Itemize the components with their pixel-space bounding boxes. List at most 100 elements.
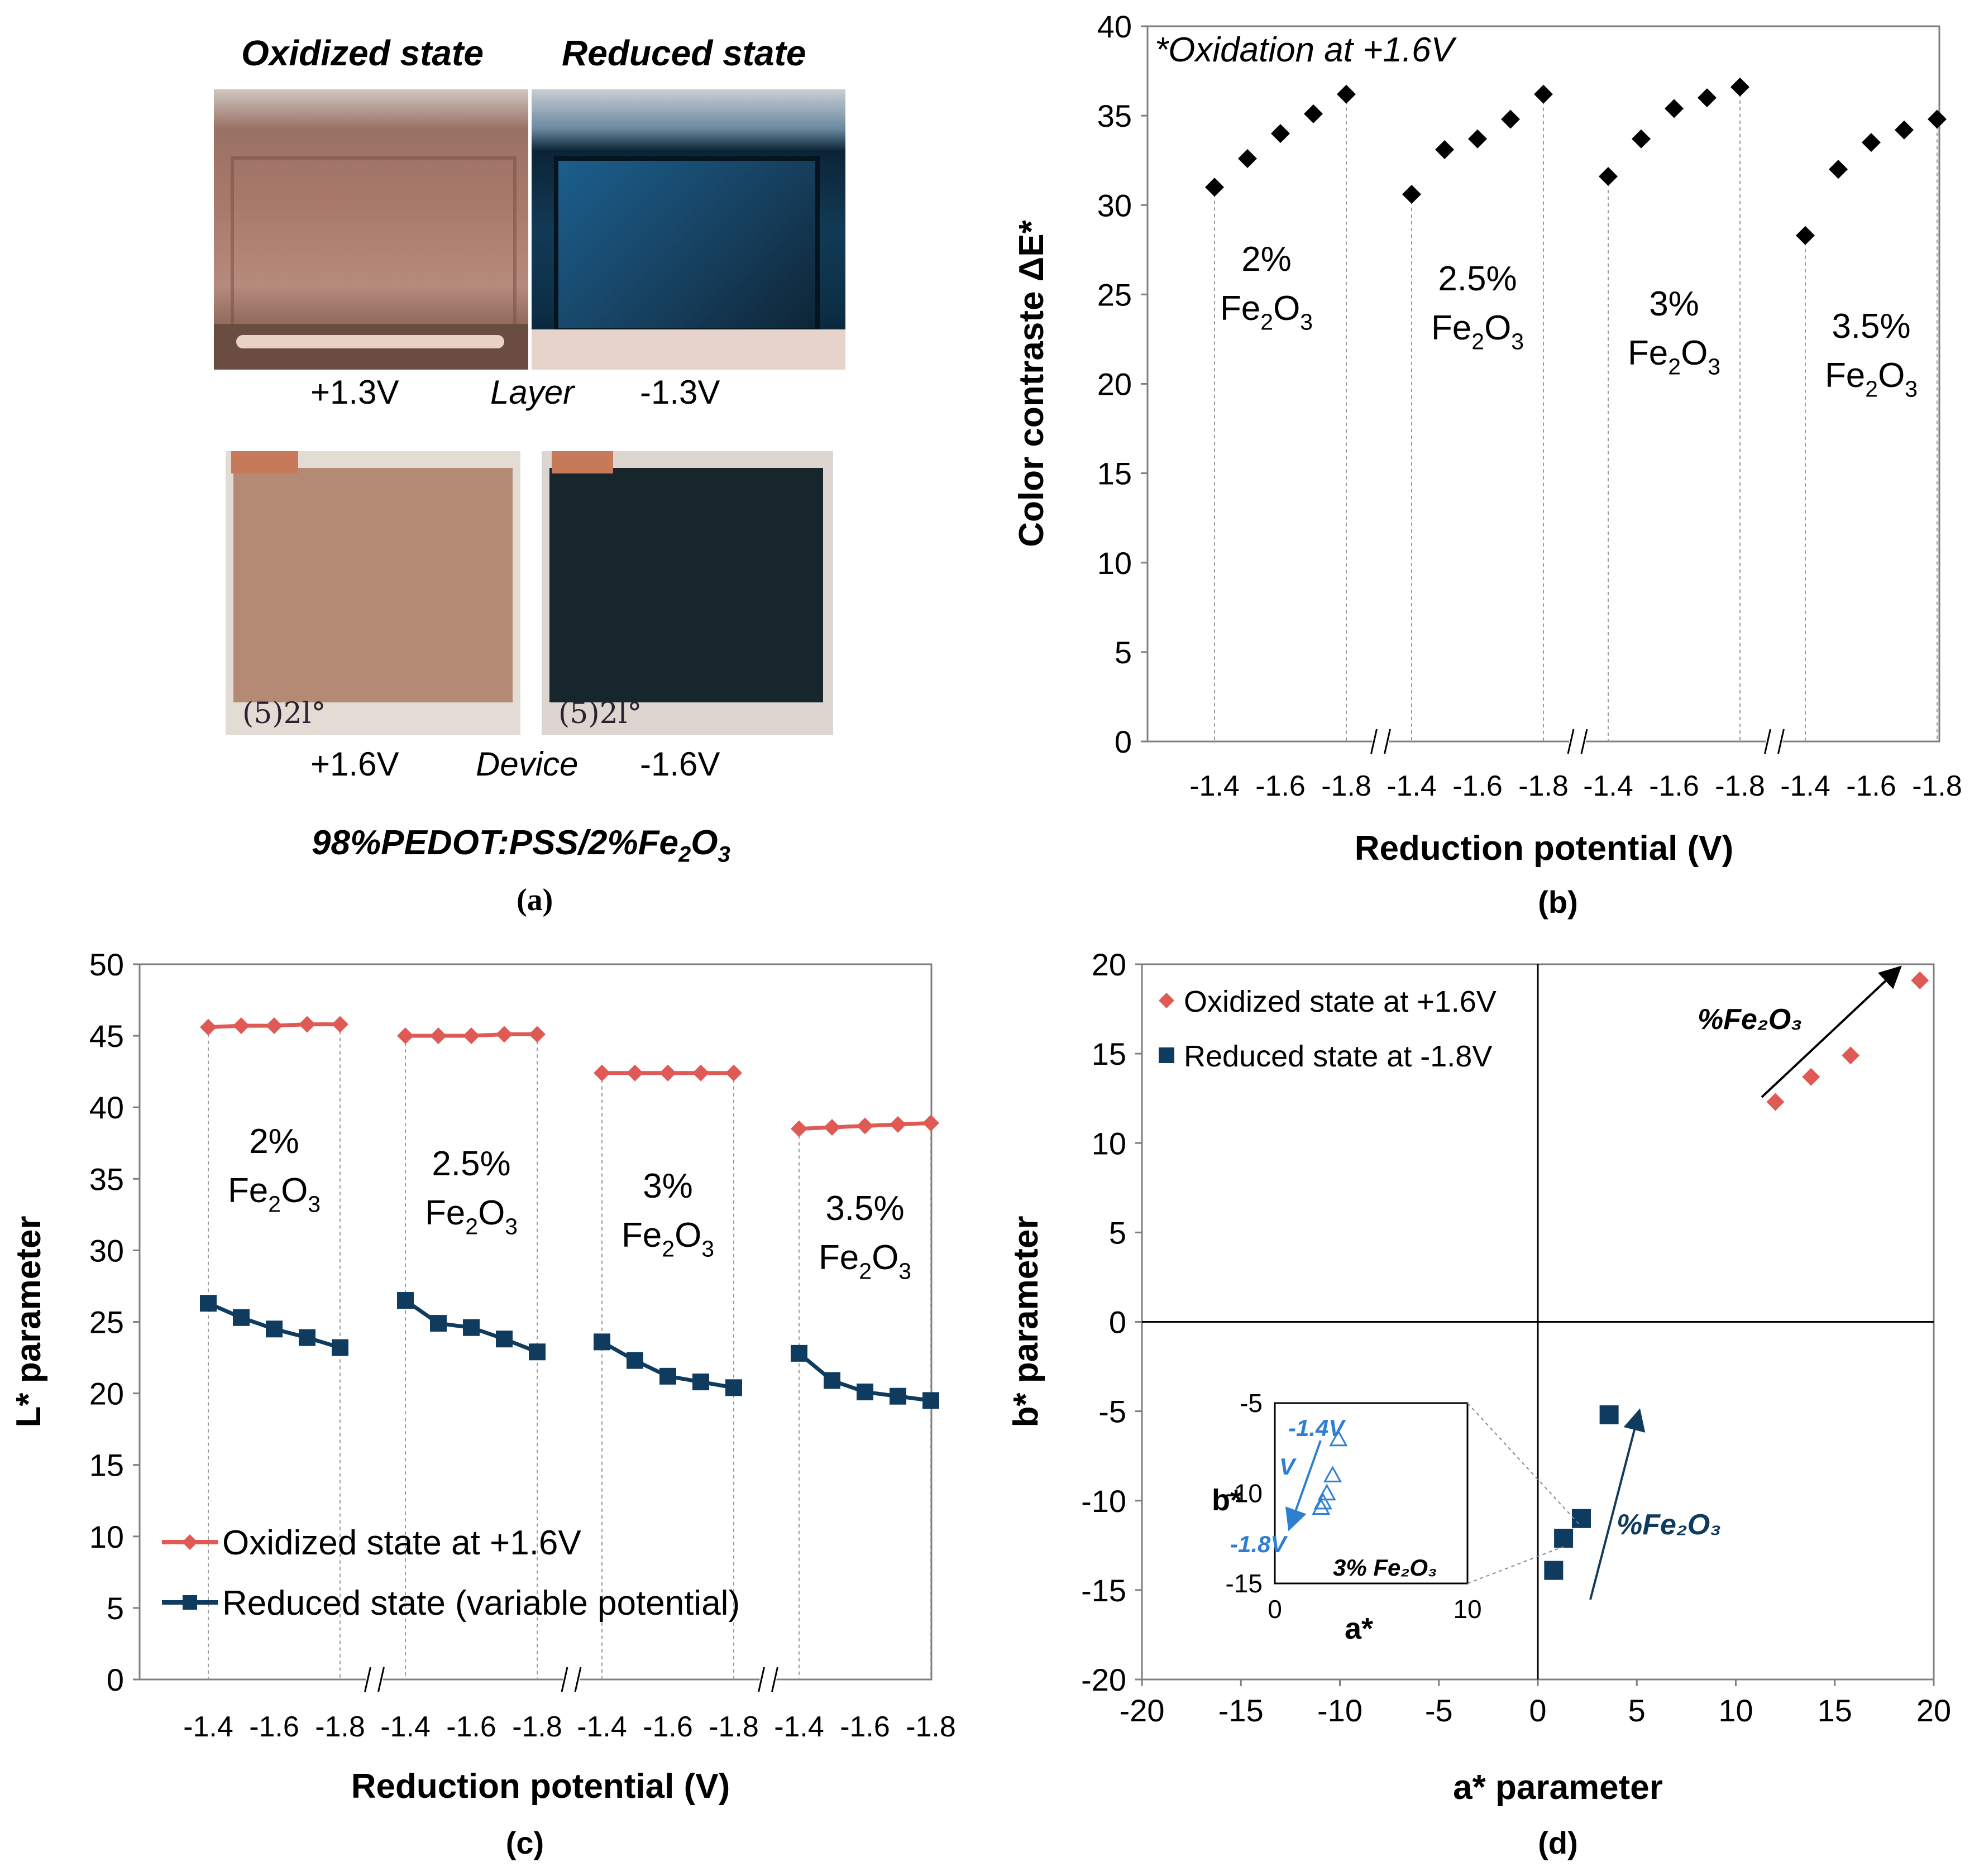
- c-y-tick-label: 15: [89, 1448, 124, 1483]
- inset-start-label: -1.4V: [1288, 1415, 1346, 1441]
- c-x-tick-label: -1.8: [906, 1711, 956, 1743]
- inset-label: 3% Fe₂O₃: [1333, 1554, 1437, 1581]
- panel-c-y-ticks: 0 5 10 15 20 25 30 35 40 45 50: [89, 947, 140, 1697]
- legend-oxidized-marker: [182, 1534, 198, 1550]
- c-x-tick-label: -1.6: [643, 1711, 693, 1743]
- panel-d-x-label: a* parameter: [1453, 1768, 1663, 1807]
- inset-data-point: [1312, 1498, 1331, 1515]
- b-composition-label: 2.5%: [1438, 260, 1517, 298]
- panel-c-groups: -1.4 -1.6 -1.8 2% Fe2O3 -1.4 -1.6 -1.8 2.5% Fe2O3…: [183, 1016, 956, 1743]
- b-data-point: [1862, 133, 1881, 152]
- legend-d-oxidized-label: Oxidized state at +1.6V: [1184, 985, 1497, 1018]
- inset-plot-area: [1274, 1402, 1469, 1585]
- b-x-tick-label: -1.6: [1452, 770, 1503, 802]
- device-oxidized-sample-label: (5)2l°: [242, 697, 326, 730]
- c-x-tick-label: -1.4: [774, 1711, 824, 1743]
- reduced-state-title: Reduced state: [562, 33, 806, 73]
- b-x-tick-label: -1.6: [1846, 770, 1896, 802]
- c-x-tick-label: -1.4: [380, 1711, 431, 1743]
- c-reduced-point: [463, 1319, 480, 1336]
- inset-mid-label: V: [1279, 1453, 1297, 1480]
- c-reduced-point: [430, 1315, 447, 1332]
- c-reduced-point: [922, 1392, 939, 1409]
- c-oxidized-point: [857, 1117, 873, 1135]
- b-data-point: [1205, 178, 1224, 197]
- c-reduced-point: [659, 1367, 676, 1385]
- c-oxidized-point: [824, 1119, 840, 1136]
- b-x-tick-label: -1.4: [1387, 770, 1437, 802]
- b-data-point: [1698, 88, 1717, 108]
- b-data-point: [1665, 99, 1684, 118]
- b-x-tick-label: -1.6: [1255, 770, 1306, 802]
- d-y-tick-label: 5: [1109, 1215, 1126, 1250]
- panel-b-caption: (b): [1538, 884, 1578, 920]
- composition-o: O: [691, 824, 718, 862]
- composition-sub-2: 2: [678, 842, 691, 867]
- device-oxidized-photo: (5)2l°: [226, 451, 520, 735]
- c-reduced-point: [791, 1344, 807, 1362]
- c-y-tick-label: 25: [89, 1305, 124, 1340]
- c-formula-label: Fe2O3: [228, 1171, 321, 1217]
- d-x-tick-label: 5: [1628, 1693, 1646, 1728]
- b-y-tick-label: 35: [1097, 98, 1132, 133]
- c-reduced-point: [299, 1329, 315, 1346]
- legend-reduced-label: Reduced state (variable potential): [222, 1584, 740, 1623]
- c-oxidized-point: [922, 1114, 939, 1132]
- d-x-tick-label: 15: [1818, 1693, 1852, 1728]
- inset-y-label: b*: [1212, 1483, 1242, 1517]
- b-data-point: [1271, 124, 1290, 143]
- c-reduced-point: [594, 1333, 610, 1351]
- b-data-point: [1501, 109, 1520, 129]
- inset-data-point: [1329, 1429, 1348, 1447]
- panel-c: L* parameter Reduction potential (V) (c)…: [9, 947, 956, 1860]
- legend-oxidized-label: Oxidized state at +1.6V: [222, 1524, 581, 1562]
- c-oxidized-point: [594, 1064, 610, 1081]
- c-reduced-point: [200, 1295, 217, 1312]
- d-oxidized-point: [1911, 971, 1929, 989]
- c-oxidized-point: [529, 1026, 546, 1043]
- d-oxidized-point: [1766, 1093, 1785, 1111]
- device-label: Device: [476, 745, 579, 783]
- c-reduced-point: [397, 1292, 414, 1309]
- b-formula-label: Fe2O3: [1431, 309, 1524, 354]
- c-oxidized-point: [200, 1018, 217, 1036]
- inset-y-tick-label: -10: [1226, 1479, 1263, 1508]
- layer-oxidized-voltage: +1.3V: [310, 374, 399, 411]
- b-data-point: [1402, 185, 1421, 204]
- b-axis-break-slash-2: [1384, 729, 1391, 754]
- c-oxidized-point: [332, 1016, 348, 1033]
- c-reduced-point: [332, 1339, 348, 1356]
- c-y-tick-label: 35: [89, 1161, 124, 1197]
- b-x-tick-label: -1.4: [1189, 770, 1240, 802]
- b-data-point: [1895, 120, 1914, 140]
- c-axis-break-slash-1: [364, 1667, 371, 1692]
- legend-d-reduced-label: Reduced state at -1.8V: [1184, 1040, 1492, 1073]
- b-y-tick-label: 5: [1115, 635, 1132, 670]
- oxidized-state-title: Oxidized state: [241, 33, 484, 73]
- c-y-tick-label: 10: [89, 1519, 124, 1554]
- panel-b: *Oxidation at +1.6V Color contraste ΔE* …: [1012, 9, 1962, 920]
- d-y-tick-label: 20: [1092, 947, 1126, 982]
- c-x-tick-label: -1.8: [709, 1711, 759, 1743]
- c-reduced-point: [627, 1352, 643, 1369]
- device-reduced-photo: (5)2l°: [542, 451, 833, 735]
- c-oxidized-point: [463, 1027, 480, 1045]
- c-x-tick-label: -1.8: [512, 1711, 562, 1743]
- c-y-tick-label: 0: [107, 1662, 124, 1697]
- panel-d-points: [1544, 971, 1929, 1580]
- b-x-tick-label: -1.4: [1780, 770, 1830, 802]
- panel-a: Oxidized state Reduced state +1.3V Layer…: [0, 0, 938, 949]
- c-oxidized-point: [627, 1064, 643, 1081]
- c-reduced-point: [890, 1387, 906, 1405]
- c-y-tick-label: 20: [89, 1376, 124, 1411]
- c-y-tick-label: 40: [89, 1090, 124, 1125]
- composition-label: 98%PEDOT:PSS/2%Fe2O3: [312, 823, 730, 867]
- d-y-tick-label: -5: [1098, 1394, 1126, 1429]
- c-oxidized-point: [890, 1116, 906, 1133]
- composition-sub-3: 3: [718, 842, 730, 867]
- b-y-tick-label: 30: [1097, 188, 1132, 223]
- c-x-tick-label: -1.6: [840, 1711, 890, 1743]
- c-composition-label: 2.5%: [432, 1145, 510, 1183]
- b-composition-label: 3.5%: [1832, 307, 1910, 346]
- c-oxidized-point: [496, 1026, 513, 1043]
